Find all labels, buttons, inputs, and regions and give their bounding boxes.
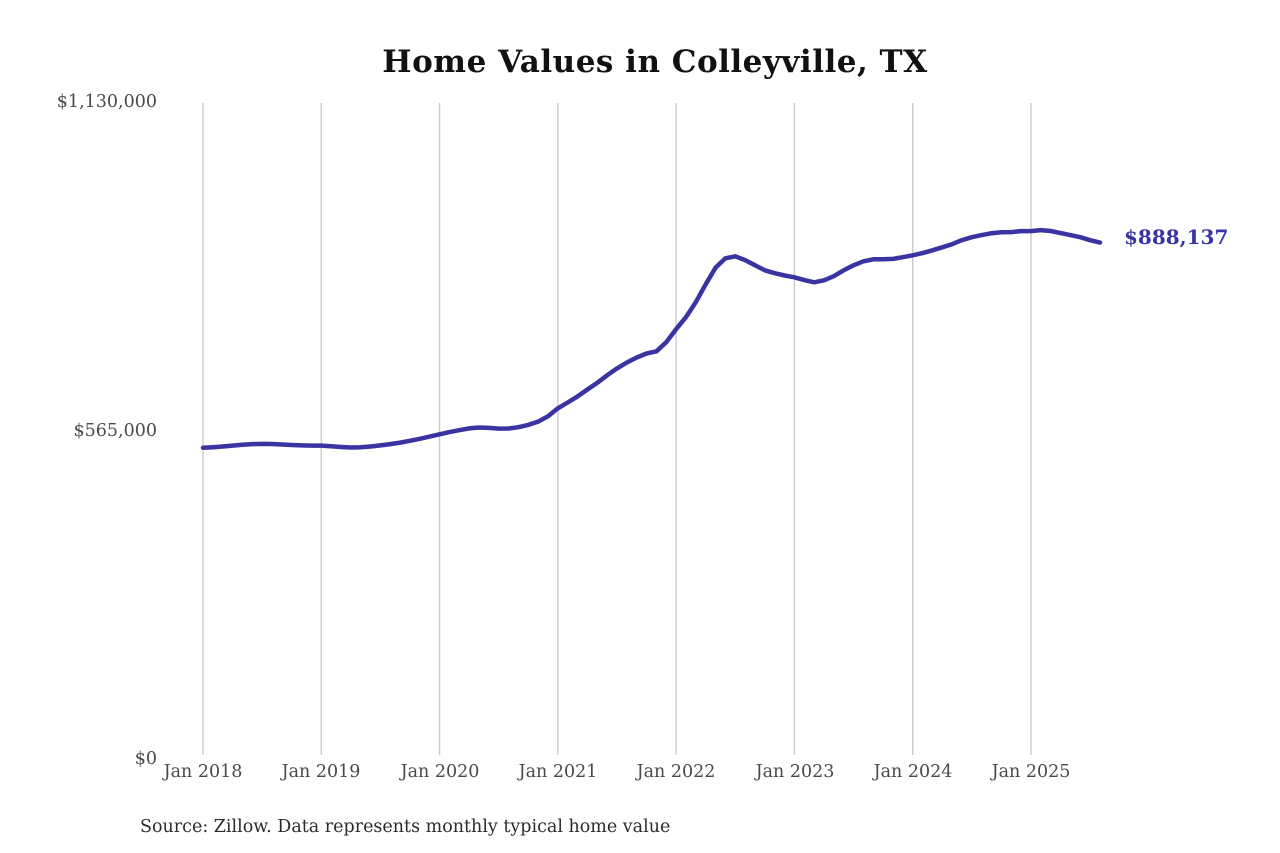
vertical-gridlines bbox=[202, 103, 1032, 755]
x-axis-tick-label: Jan 2020 bbox=[400, 762, 480, 782]
y-axis-tick-label-zero: $0 bbox=[134, 749, 157, 769]
chart-title: Home Values in Colleyville, TX bbox=[382, 44, 928, 80]
x-axis-tick-label: Jan 2021 bbox=[518, 762, 598, 782]
x-axis-tick-label: Jan 2024 bbox=[873, 762, 953, 782]
x-axis-tick-label: Jan 2019 bbox=[281, 762, 361, 782]
x-axis-tick-label: Jan 2018 bbox=[163, 762, 243, 782]
x-axis-tick-label: Jan 2023 bbox=[755, 762, 835, 782]
current-value-label: $888,137 bbox=[1124, 225, 1229, 249]
home-value-line bbox=[200, 227, 1103, 450]
y-axis-tick-label-top: $1,130,000 bbox=[56, 92, 157, 112]
source-note: Source: Zillow. Data represents monthly … bbox=[140, 817, 671, 837]
y-axis-tick-label-middle: $565,000 bbox=[73, 421, 157, 441]
x-axis-tick-label: Jan 2022 bbox=[636, 762, 716, 782]
x-axis-tick-label: Jan 2025 bbox=[991, 762, 1071, 782]
